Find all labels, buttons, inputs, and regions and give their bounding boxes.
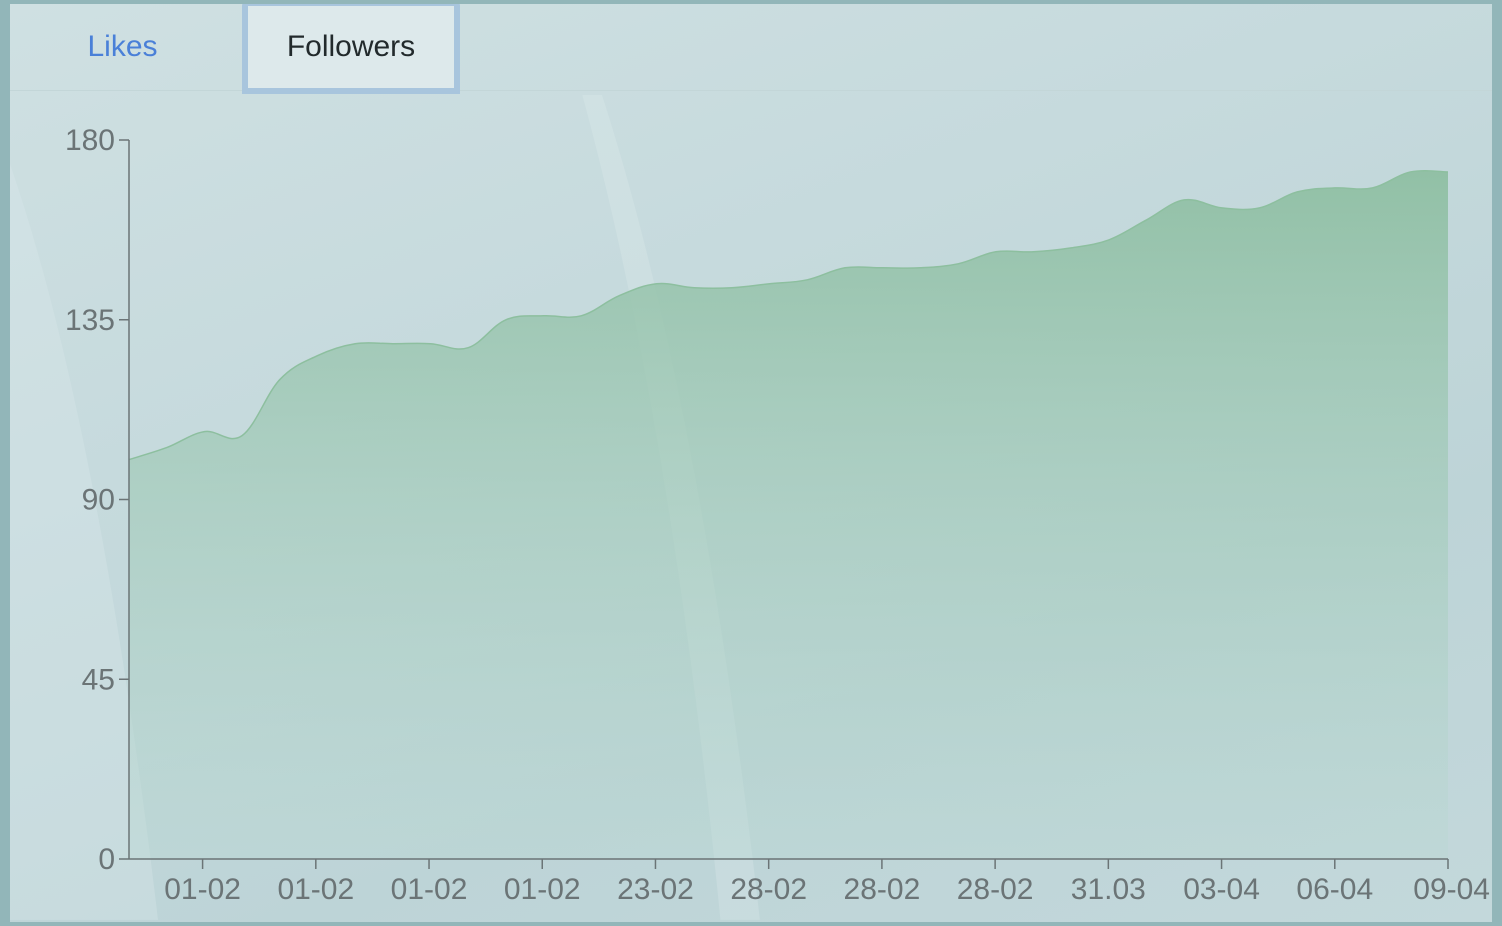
x-tick-label: 28-02 xyxy=(844,873,921,906)
x-tick-label: 03-04 xyxy=(1183,873,1260,906)
x-tick-label: 06-04 xyxy=(1296,873,1373,906)
x-tick-label: 31.03 xyxy=(1071,873,1146,906)
followers-line xyxy=(128,169,1449,461)
x-tick-label: 01-02 xyxy=(164,873,241,906)
x-tick-label: 01-02 xyxy=(277,873,354,906)
y-axis: 0 45 90 135 180 xyxy=(65,124,130,876)
x-tick-label: 28-02 xyxy=(730,873,807,906)
x-tick-label: 28-02 xyxy=(957,873,1034,906)
tab-bar: Likes Followers xyxy=(10,4,1492,94)
x-tick-label: 09-04 xyxy=(1413,873,1490,906)
y-tick-label: 45 xyxy=(82,663,115,696)
followers-area xyxy=(129,170,1448,859)
plot-area xyxy=(128,169,1449,859)
y-tick-label: 180 xyxy=(65,124,115,157)
tab-likes[interactable]: Likes xyxy=(87,30,158,63)
tab-followers[interactable]: Followers xyxy=(242,4,460,94)
x-axis: 01-02 01-02 01-02 01-02 23-02 28-02 28-02 28-02… xyxy=(129,858,1490,906)
x-tick-label: 01-02 xyxy=(504,873,581,906)
x-tick-label: 01-02 xyxy=(391,873,468,906)
y-tick-label: 90 xyxy=(82,484,115,517)
x-tick-label: 23-02 xyxy=(617,873,694,906)
y-tick-label: 0 xyxy=(98,843,115,876)
y-tick-label: 135 xyxy=(65,304,115,337)
